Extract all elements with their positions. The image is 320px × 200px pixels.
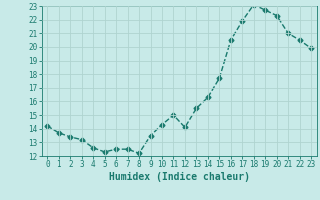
X-axis label: Humidex (Indice chaleur): Humidex (Indice chaleur)	[109, 172, 250, 182]
